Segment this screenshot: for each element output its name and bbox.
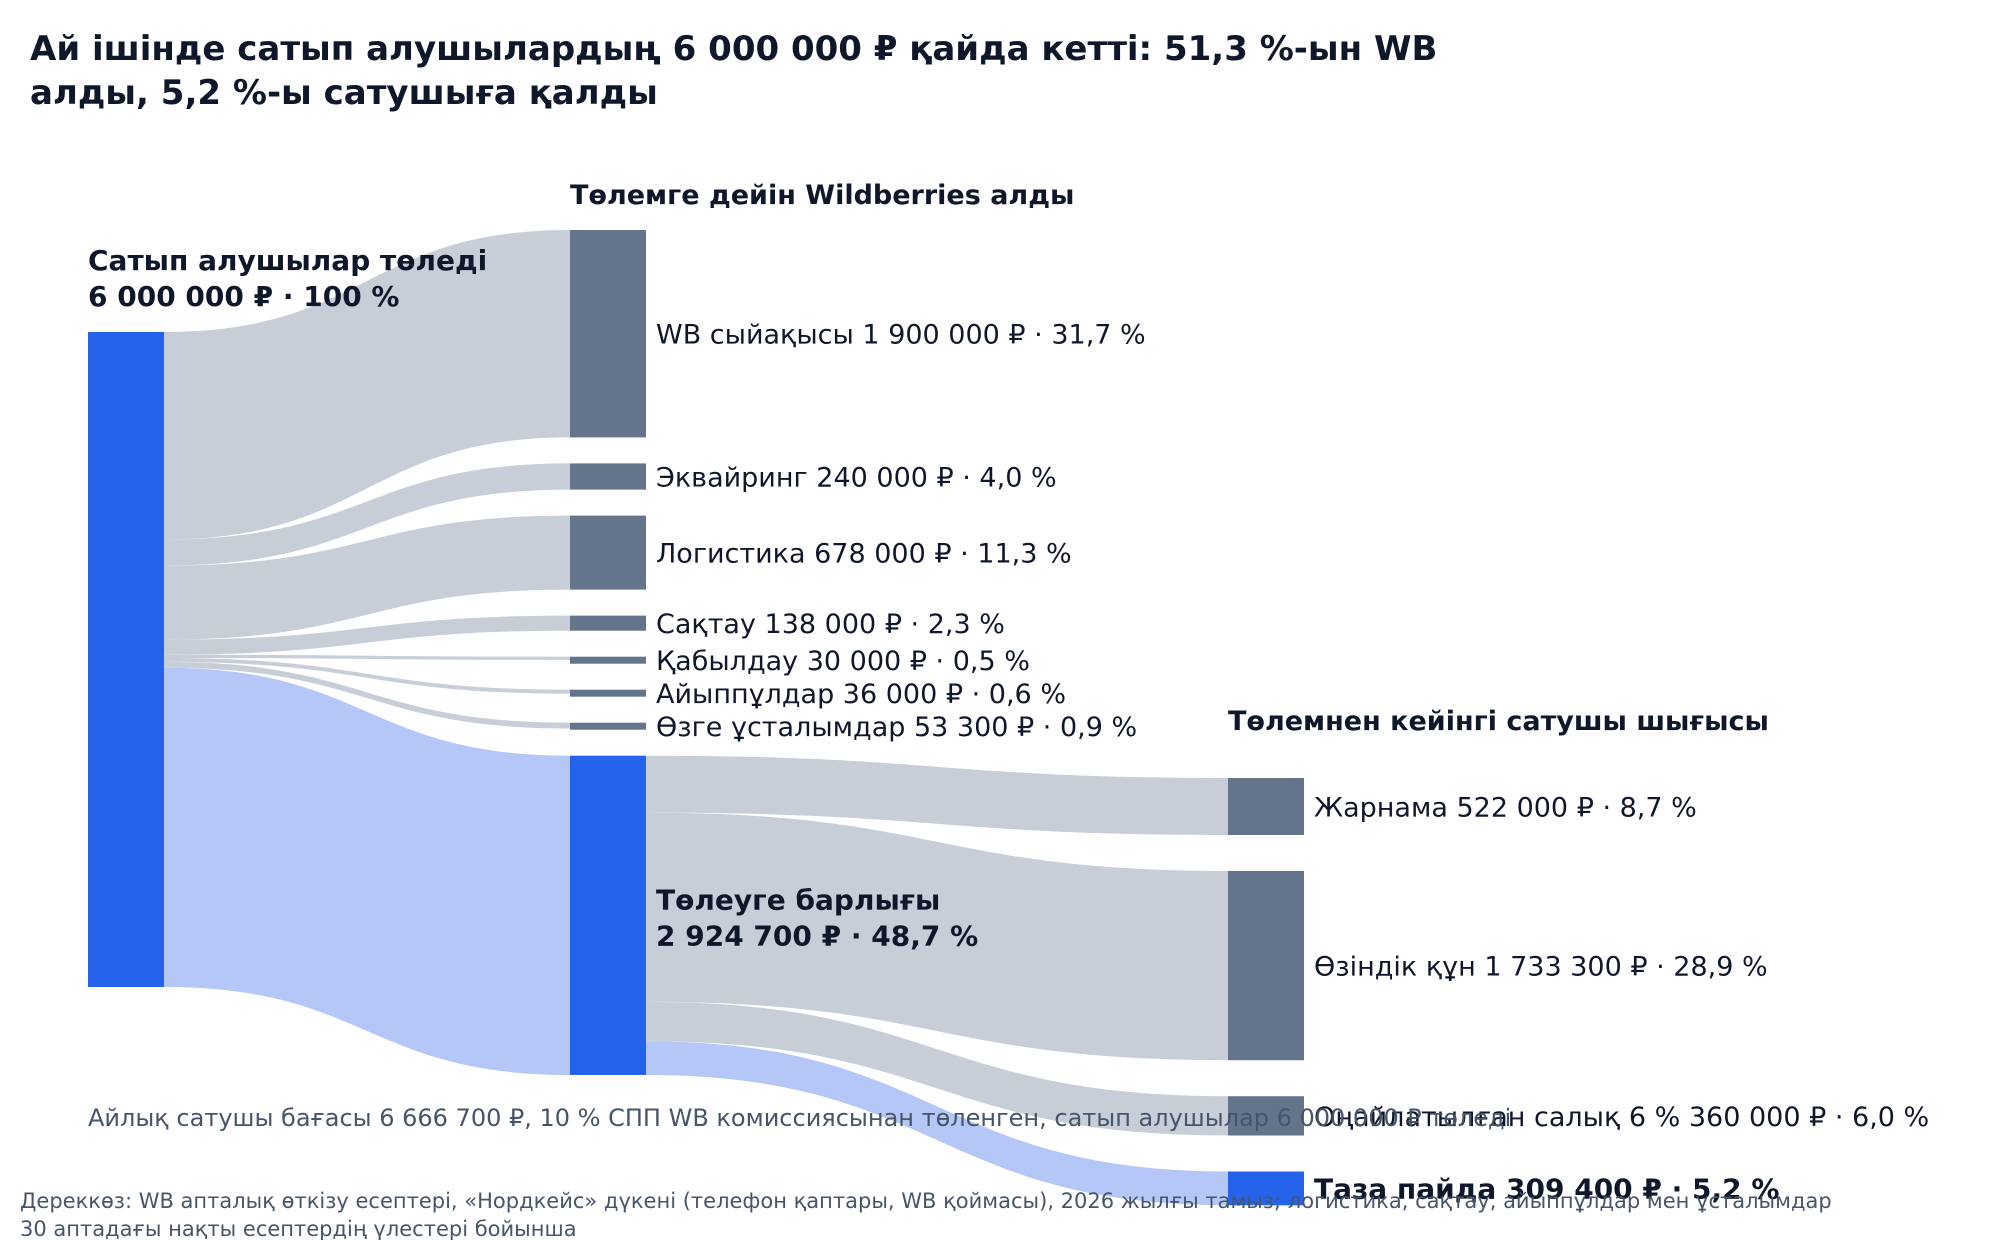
node-payout [570,755,646,1075]
sankey-links [164,230,1228,1206]
link-payout-cogs [646,812,1228,1061]
label-buyers-1: 6 000 000 ₽ · 100 % [88,280,400,313]
label-storage-0: Сақтау 138 000 ₽ · 2,3 % [656,609,1005,640]
column-header-wb: Төлемге дейін Wildberries алды [570,180,1074,211]
label-payout-1: 2 924 700 ₽ · 48,7 % [656,919,978,952]
node-cogs [1228,870,1304,1061]
chart-title-line-1: Ай ішінде сатып алушылардың 6 000 000 ₽ … [30,29,1437,69]
label-tax-0: Оңайлатылған салық 6 % 360 000 ₽ · 6,0 % [1314,1102,1929,1133]
label-wb_fee-0: WB сыйақысы 1 900 000 ₽ · 31,7 % [656,320,1146,351]
label-payout-0: Төлеуге барлығы [656,883,940,916]
node-acceptance [570,656,646,664]
label-buyers-0: Сатып алушылар төледі [88,244,487,277]
node-tax [1228,1096,1304,1136]
chart-title-line-2: алды, 5,2 %-ы сатушыға қалды [30,73,658,113]
sankey-nodes [88,230,1304,1206]
link-buyers-storage [164,615,570,655]
link-payout-ads [646,755,1228,835]
label-other-0: Өзге ұсталымдар 53 300 ₽ · 0,9 % [656,712,1137,743]
link-payout-tax [646,1001,1228,1136]
node-other [570,722,646,730]
label-ads-0: Жарнама 522 000 ₽ · 8,7 % [1314,792,1697,823]
node-profit [1228,1171,1304,1206]
chart-note: Айлық сатушы бағасы 6 666 700 ₽, 10 % СП… [88,1104,1511,1132]
label-acquiring-0: Эквайринг 240 000 ₽ · 4,0 % [656,463,1057,494]
label-fines-0: Айыппұлдар 36 000 ₽ · 0,6 % [656,679,1066,710]
link-buyers-logistics [164,515,570,640]
link-payout-profit [646,1041,1228,1206]
label-logistics-0: Логистика 678 000 ₽ · 11,3 % [656,539,1072,570]
link-buyers-wb_fee [164,230,570,540]
link-buyers-acquiring [164,463,570,566]
link-buyers-other [164,661,570,729]
node-storage [570,615,646,631]
link-buyers-acceptance [164,654,570,660]
node-acquiring [570,463,646,490]
column-header-seller: Төлемнен кейінгі сатушы шығысы [1228,706,1769,737]
link-buyers-payout [164,667,570,1075]
node-ads [1228,778,1304,835]
node-wb_fee [570,230,646,438]
label-profit-0: Таза пайда 309 400 ₽ · 5,2 % [1314,1172,1779,1205]
node-fines [570,689,646,697]
label-cogs-0: Өзіндік құн 1 733 300 ₽ · 28,9 % [1314,952,1768,983]
node-buyers [88,332,164,987]
source-line-2: 30 аптадағы нақты есептердің үлестері бо… [20,1217,577,1240]
source-line-1: Дереккөз: WB апталық өткізу есептері, «Н… [20,1189,1832,1213]
label-acceptance-0: Қабылдау 30 000 ₽ · 0,5 % [656,646,1030,677]
link-buyers-fines [164,657,570,694]
node-logistics [570,515,646,590]
